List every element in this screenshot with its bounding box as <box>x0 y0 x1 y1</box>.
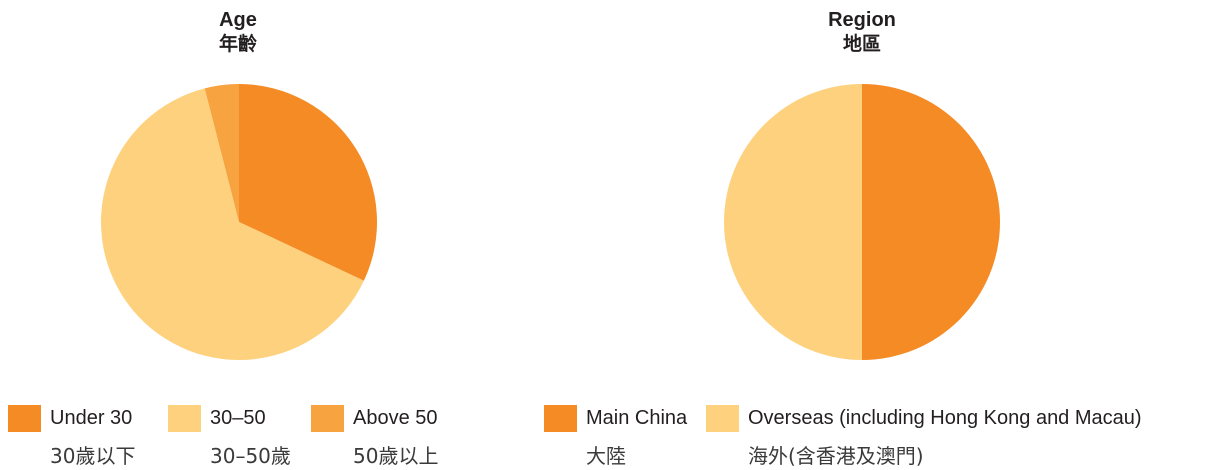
legend-item-main-china: Main China 大陸 <box>544 405 706 470</box>
age-subtitle: 年齡 <box>218 33 257 55</box>
legend-swatch-main-china <box>544 405 577 432</box>
legend-label-zh-above-50: 50歲以上 <box>353 444 439 468</box>
pie-slice-30-50 <box>101 88 364 361</box>
pie-slice-overseas-including-hong-kong-and-macau <box>724 84 862 360</box>
legend-label-zh-30-50: 30–50歲 <box>210 444 291 468</box>
region-pie-chart <box>724 84 1000 360</box>
region-subtitle: 地區 <box>842 33 881 55</box>
legend-swatch-above-50 <box>311 405 344 432</box>
legend-item-under-30: Under 30 30歲以下 <box>8 405 168 470</box>
legend-swatch-30-50 <box>168 405 201 432</box>
pie-slice-main-china <box>862 84 1000 360</box>
legend-label-overseas: Overseas (including Hong Kong and Macau) <box>748 407 1142 429</box>
legend-item-overseas: Overseas (including Hong Kong and Macau)… <box>706 405 1206 470</box>
legend-label-zh-overseas: 海外(含香港及澳門) <box>748 444 924 468</box>
legend-swatch-under-30 <box>8 405 41 432</box>
legend-item-30-50: 30–50 30–50歲 <box>168 405 308 470</box>
legend-label-under-30: Under 30 <box>50 407 133 429</box>
age-title: Age <box>219 9 257 31</box>
age-pie-chart <box>101 84 378 361</box>
legend-label-main-china: Main China <box>586 407 688 429</box>
legend-label-above-50: Above 50 <box>353 407 438 429</box>
pie-slice-under-30 <box>239 84 378 281</box>
legend-label-zh-under-30: 30歲以下 <box>50 444 136 468</box>
legend-swatch-overseas <box>706 405 739 432</box>
legend-label-zh-main-china: 大陸 <box>586 444 626 468</box>
pie-slice-above-50 <box>204 84 239 222</box>
region-title: Region <box>828 9 896 31</box>
legend-label-30-50: 30–50 <box>210 407 266 429</box>
legend-item-above-50: Above 50 50歲以上 <box>311 405 471 470</box>
region-chart-title: Region 地區 <box>782 8 942 56</box>
age-chart-title: Age 年齡 <box>158 8 318 56</box>
